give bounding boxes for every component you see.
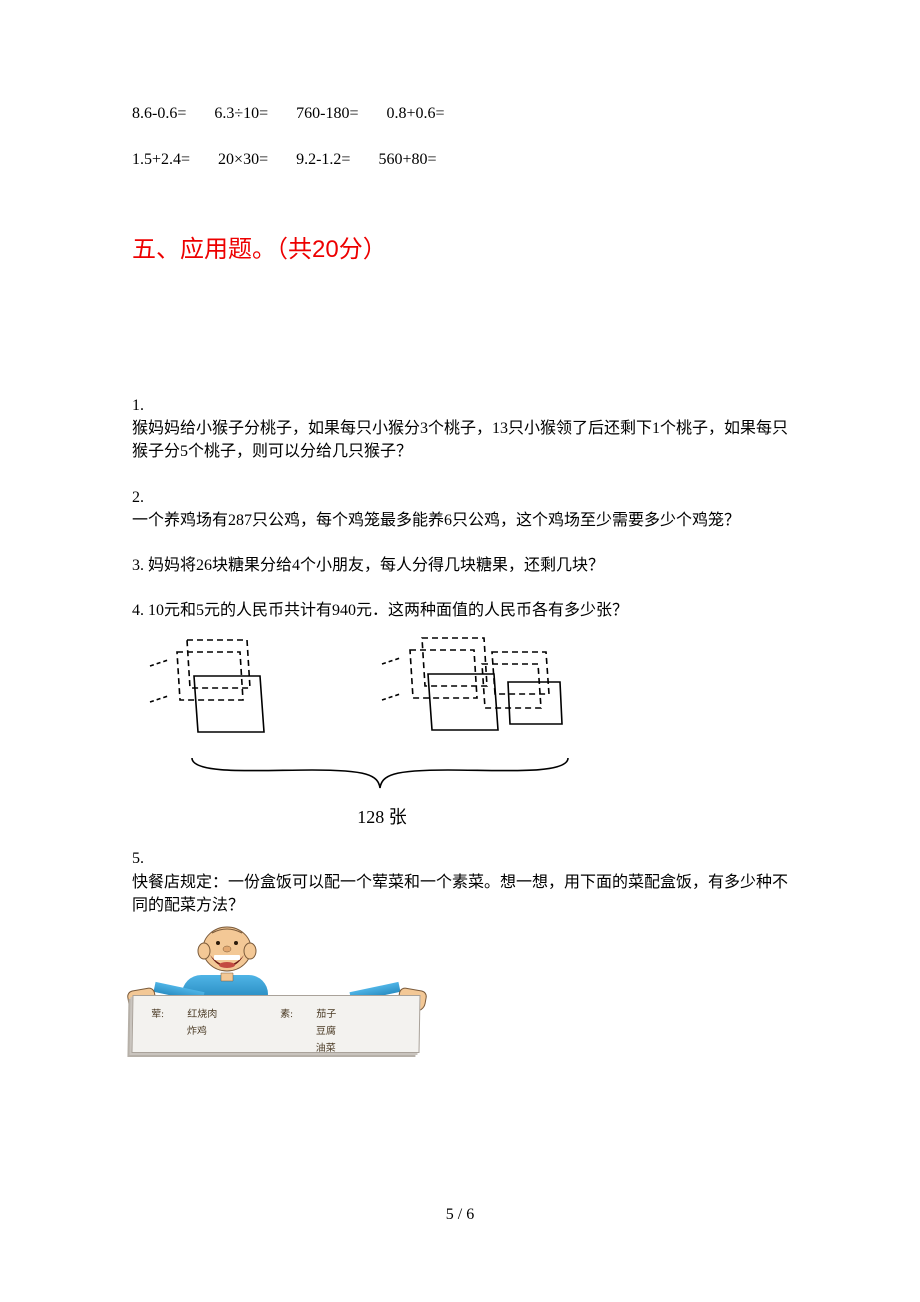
problem-text: 妈妈将26块糖果分给4个小朋友，每人分得几块糖果，还剩几块？ [148, 557, 604, 574]
arith-cell: 20×30= [218, 151, 268, 169]
problem-number: 5. [132, 850, 144, 867]
menu-su-item: 茄子 [312, 1004, 405, 1021]
arith-cell: 1.5+2.4= [132, 151, 190, 169]
page-number: 5 / 6 [0, 1206, 920, 1224]
menu-su-label: 素: [276, 1004, 312, 1021]
problem-text: 一个养鸡场有287只公鸡，每个鸡笼最多能养6只公鸡，这个鸡场至少需要多少个鸡笼？ [132, 512, 740, 529]
menu-su-item: 油菜 [312, 1038, 405, 1055]
problem-text: 猴妈妈给小猴子分桃子，如果每只小猴分3个桃子，13只小猴领了后还剩下1个桃子，如… [132, 420, 788, 460]
problem-text: 10元和5元的人民币共计有940元．这两种面值的人民币各有多少张？ [148, 602, 628, 619]
menu-su-item: 豆腐 [312, 1021, 405, 1038]
arith-cell: 0.8+0.6= [387, 105, 445, 123]
problem-number: 2. [132, 489, 144, 506]
money-diagram: 128 张 [132, 630, 788, 829]
menu-hun-item: 炸鸡 [183, 1021, 276, 1038]
problem-3: 3. 妈妈将26块糖果分给4个小朋友，每人分得几块糖果，还剩几块？ [132, 554, 788, 577]
arith-cell: 9.2-1.2= [296, 151, 350, 169]
problem-number: 3. [132, 557, 148, 574]
menu-hun-item: 红烧肉 [183, 1004, 276, 1021]
arith-cell: 760-180= [296, 105, 358, 123]
section-heading: 五、应用题。（共20分） [132, 229, 788, 264]
menu-hun-label: 荤: [147, 1004, 183, 1021]
problem-number: 4. [132, 602, 148, 619]
chef-menu-illustration: 荤: 红烧肉 素: 茄子 炸鸡 豆腐 油菜 [132, 923, 422, 1053]
problem-4: 4. 10元和5元的人民币共计有940元．这两种面值的人民币各有多少张？ [132, 599, 788, 622]
diagram-label: 128 张 [132, 803, 632, 829]
arith-cell: 6.3÷10= [214, 105, 268, 123]
problem-number: 1. [132, 397, 144, 414]
chef-head-icon [192, 923, 262, 983]
arithmetic-row-1: 8.6-0.6= 6.3÷10= 760-180= 0.8+0.6= [132, 105, 788, 123]
money-diagram-svg [132, 630, 632, 800]
menu-card: 荤: 红烧肉 素: 茄子 炸鸡 豆腐 油菜 [131, 995, 420, 1053]
arith-cell: 560+80= [378, 151, 436, 169]
problem-text: 快餐店规定：一份盒饭可以配一个荤菜和一个素菜。想一想，用下面的菜配盒饭，有多少种… [132, 874, 788, 914]
problem-2: 2. 一个养鸡场有287只公鸡，每个鸡笼最多能养6只公鸡，这个鸡场至少需要多少个… [132, 486, 788, 532]
problem-1: 1. 猴妈妈给小猴子分桃子，如果每只小猴分3个桃子，13只小猴领了后还剩下1个桃… [132, 394, 788, 464]
problem-5: 5. 快餐店规定：一份盒饭可以配一个荤菜和一个素菜。想一想，用下面的菜配盒饭，有… [132, 847, 788, 917]
arithmetic-row-2: 1.5+2.4= 20×30= 9.2-1.2= 560+80= [132, 151, 788, 169]
arith-cell: 8.6-0.6= [132, 105, 186, 123]
